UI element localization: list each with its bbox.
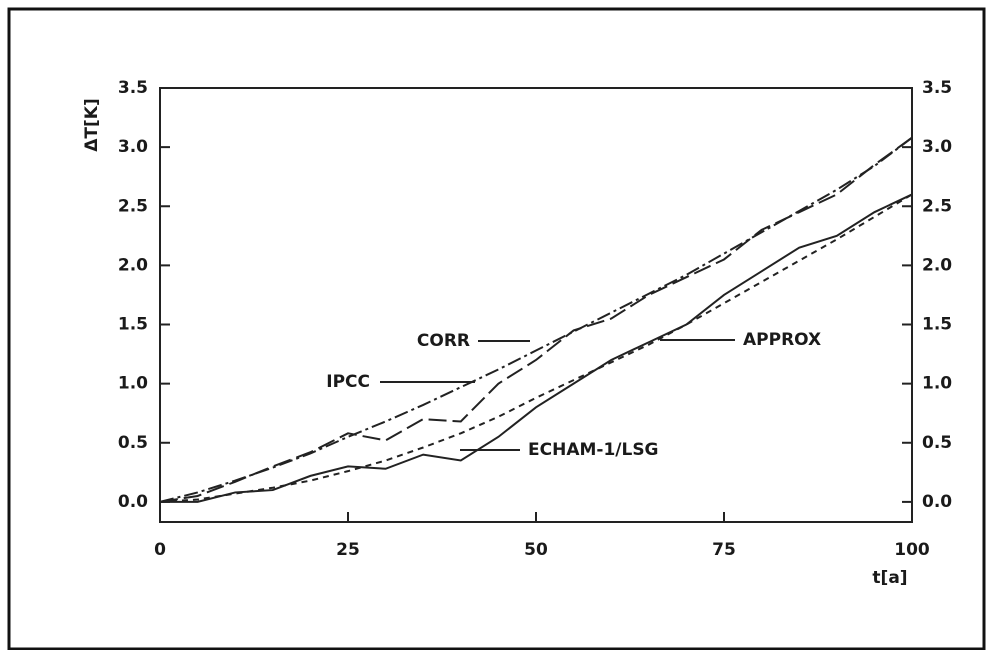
y-tick-label: 1.0: [118, 374, 148, 394]
y-tick-label: 3.5: [118, 78, 148, 98]
x-tick-label: 100: [894, 540, 930, 560]
y2-tick-label: 2.5: [922, 196, 952, 216]
y2-tick-label: 3.0: [922, 137, 952, 157]
x-axis-label: t[a]: [872, 568, 907, 588]
y-axis-label: ΔT[K]: [82, 98, 102, 151]
y-tick-label: 1.5: [118, 315, 148, 335]
series-line: [159, 136, 913, 503]
x-tick-label: 50: [524, 540, 548, 560]
series-line: [159, 193, 913, 503]
series-label: CORR: [417, 331, 470, 351]
y-tick-label: 2.5: [118, 196, 148, 216]
y-tick-label: 0.5: [118, 433, 148, 453]
frame: [7, 7, 986, 650]
y2-tick-label: 0.5: [922, 433, 952, 453]
y2-tick-label: 1.0: [922, 374, 952, 394]
y-tick-label: 3.0: [118, 137, 148, 157]
y-tick-label: 0.0: [118, 492, 148, 512]
y2-tick-label: 2.0: [922, 255, 952, 275]
x-tick-label: 25: [336, 540, 360, 560]
y2-tick-label: 0.0: [922, 492, 952, 512]
x-tick-label: 0: [154, 540, 166, 560]
series-label: APPROX: [743, 330, 821, 350]
x-tick-label: 75: [712, 540, 736, 560]
series-label: ECHAM-1/LSG: [528, 440, 659, 460]
series-line: [159, 136, 913, 503]
y2-tick-label: 3.5: [922, 78, 952, 98]
series-label: IPCC: [326, 372, 370, 392]
y-tick-label: 2.0: [118, 255, 148, 275]
y2-tick-label: 1.5: [922, 315, 952, 335]
